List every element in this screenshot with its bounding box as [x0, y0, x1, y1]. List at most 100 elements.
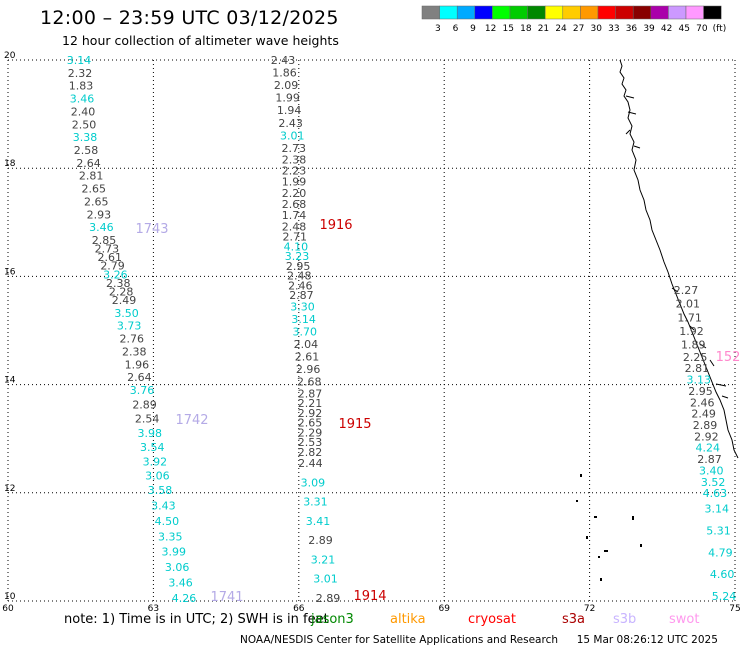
wave-height-value: 2.81	[685, 362, 710, 375]
wave-height-value: 2.38	[106, 277, 131, 290]
legend-swatch	[580, 5, 599, 20]
legend-label: 42	[661, 24, 672, 34]
satellite-swot: swot	[669, 612, 700, 627]
track-track-b: 2.431.862.091.991.942.433.012.732.382.23…	[271, 54, 341, 605]
legend-swatch	[685, 5, 704, 20]
wave-height-value: 3.23	[285, 250, 310, 263]
wave-height-value: 1.74	[282, 209, 307, 222]
legend-swatch	[492, 5, 511, 20]
wave-height-value: 2.32	[68, 67, 93, 80]
wave-height-value: 3.50	[114, 307, 139, 320]
wave-height-value: 2.79	[100, 260, 125, 273]
wave-height-value: 2.48	[282, 220, 307, 233]
legend-swatch	[668, 5, 687, 20]
wave-height-value: 2.38	[282, 153, 307, 166]
wave-height-value: 2.04	[294, 338, 319, 351]
wave-height-value: 2.65	[84, 195, 109, 208]
wave-height-value: 3.98	[137, 427, 162, 440]
wave-height-value: 2.09	[274, 79, 299, 92]
pass-number-label: 1741	[210, 590, 243, 605]
satellite-altika: altika	[390, 612, 426, 627]
wave-height-value: 2.01	[676, 298, 701, 311]
wave-height-value: 3.58	[148, 484, 173, 497]
wave-height-value: 2.64	[127, 371, 152, 384]
x-tick-label: 75	[729, 604, 740, 614]
y-tick-label: 10	[4, 592, 16, 602]
wave-height-value: 3.99	[161, 546, 186, 559]
legend-swatch	[703, 5, 722, 20]
wave-height-value: 1.99	[275, 92, 300, 105]
coastline-path	[619, 59, 739, 459]
y-tick-label: 18	[4, 159, 16, 169]
wave-height-value: 3.43	[151, 499, 176, 512]
wave-height-value: 5.31	[706, 525, 731, 538]
wave-height-value: 2.85	[92, 234, 117, 247]
coastline-detail	[625, 95, 729, 399]
wave-height-value: 2.43	[271, 54, 296, 67]
wave-height-value: 2.65	[298, 417, 323, 430]
legend-label: 15	[503, 24, 514, 34]
legend-label: 33	[608, 24, 619, 34]
wave-height-value: 1.99	[282, 176, 307, 189]
legend-label: 70	[696, 24, 708, 34]
wave-height-value: 3.01	[280, 129, 305, 142]
wave-height-value: 3.14	[291, 313, 316, 326]
wave-height-value: 2.29	[298, 426, 323, 439]
map-grid: 60 63 66 69 72 75 10 12 14 16 18 20	[2, 51, 740, 614]
wave-height-value: 3.52	[701, 476, 726, 489]
legend-swatch	[474, 5, 493, 20]
wave-height-value: 4.60	[710, 568, 735, 581]
wave-height-value: 2.61	[295, 351, 320, 364]
page-subtitle: 12 hour collection of altimeter wave hei…	[62, 33, 339, 48]
wave-height-value: 2.46	[288, 279, 313, 292]
wave-height-value: 2.64	[76, 157, 101, 170]
wave-height-value: 2.65	[81, 183, 106, 196]
x-tick-label: 66	[293, 604, 305, 614]
wave-height-value: 3.13	[686, 374, 711, 387]
wave-height-value: 4.24	[695, 442, 720, 455]
wave-height-value: 2.49	[112, 294, 137, 307]
legend-label: 27	[573, 24, 584, 34]
wave-height-value: 2.58	[74, 144, 99, 157]
wave-height-value: 3.26	[103, 268, 128, 281]
wave-height-value: 2.20	[282, 187, 307, 200]
altimeter-tracks: 3.142.321.833.462.402.503.382.582.642.81…	[67, 54, 737, 605]
wave-height-value: 2.73	[95, 243, 120, 256]
wave-height-value: 4.10	[284, 240, 309, 253]
wave-height-value: 3.76	[130, 384, 155, 397]
wave-height-value: 2.89	[308, 534, 333, 547]
wave-height-value: 3.46	[89, 221, 114, 234]
legend-label: 45	[679, 24, 690, 34]
wave-height-value: 3.40	[699, 464, 724, 477]
wave-height-value: 2.89	[693, 419, 718, 432]
pass-number-label: 1742	[175, 413, 208, 428]
legend-label: 3	[435, 24, 441, 34]
wave-height-value: 1.92	[679, 325, 704, 338]
wave-height-value: 1.83	[69, 80, 94, 93]
satellite-s3b: s3b	[613, 612, 637, 627]
wave-height-value: 3.41	[306, 515, 331, 528]
wave-height-value: 3.38	[73, 131, 98, 144]
wave-height-value: 3.46	[70, 93, 95, 106]
wave-height-value: 4.50	[155, 515, 180, 528]
color-legend: 3 6 9 12 15 18 21 24 27 30 33 36 39 42 45 70 (ft)	[421, 5, 727, 34]
wave-height-value: 2.87	[697, 453, 722, 466]
legend-label: 21	[538, 24, 549, 34]
wave-height-value: 3.21	[311, 553, 336, 566]
y-tick-label: 16	[4, 267, 16, 277]
satellite-s3a: s3a	[562, 612, 586, 627]
credit-timestamp: 15 Mar 08:26:12 UTC 2025	[576, 634, 718, 646]
pass-number-label: 1743	[135, 222, 168, 237]
wave-height-value: 2.46	[690, 396, 715, 409]
legend-swatch	[421, 5, 440, 20]
wave-height-value: 2.96	[296, 363, 321, 376]
wave-height-value: 2.40	[71, 105, 96, 118]
wave-height-value: 3.01	[313, 573, 338, 586]
wave-height-value: 1.71	[677, 311, 702, 324]
legend-label: (ft)	[713, 24, 727, 34]
wave-height-value: 2.54	[135, 413, 160, 426]
wave-height-value: 3.14	[67, 54, 92, 67]
pass-number-label: 1916	[319, 218, 352, 233]
legend-label: 30	[591, 24, 603, 34]
